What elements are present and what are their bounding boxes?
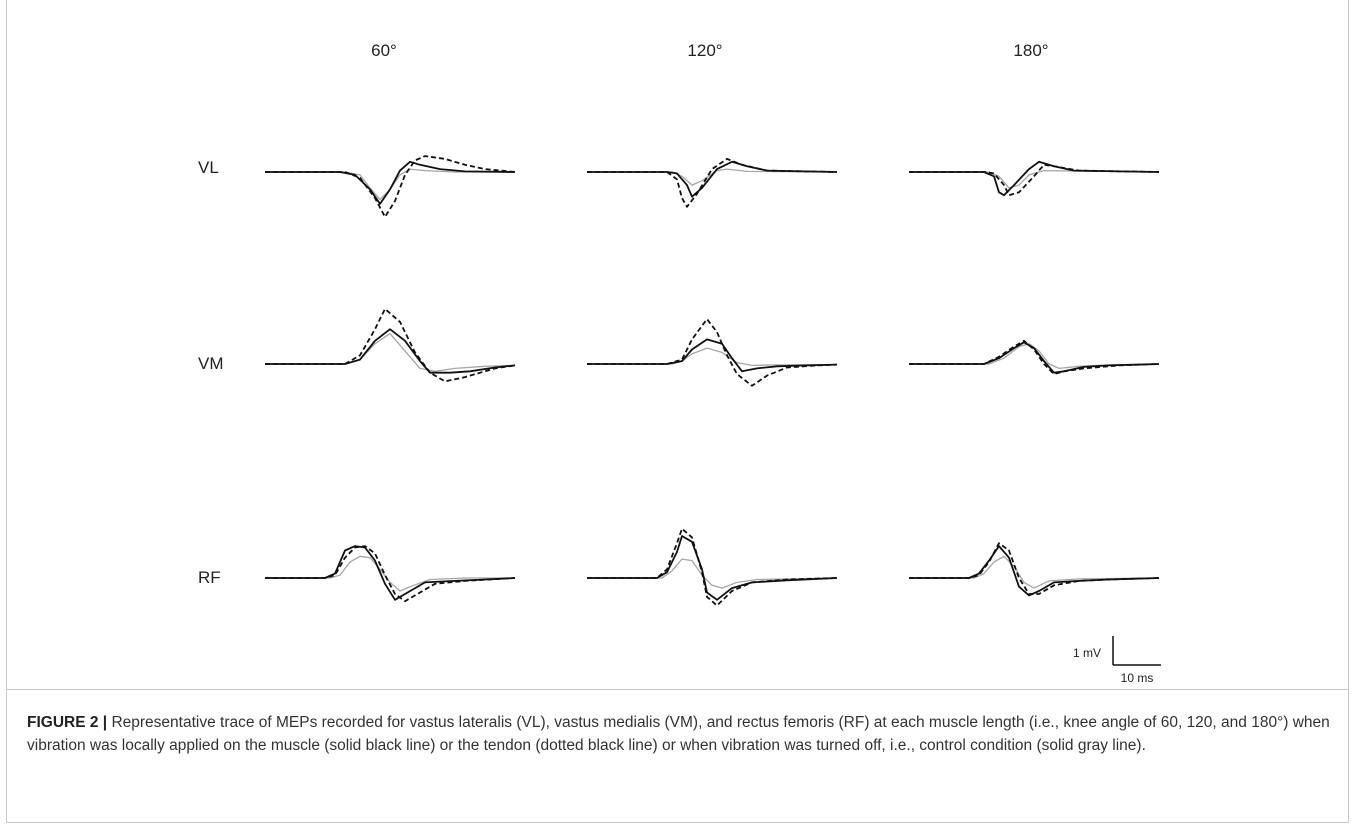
scale-bar-amplitude-label: 1 mV [1073, 646, 1101, 660]
trace-vl-180-tendon [909, 163, 1160, 197]
column-labels: 60° 120° 180° [371, 41, 1048, 60]
trace-vm-120-tendon [587, 318, 838, 387]
trace-rf-180-tendon [909, 542, 1160, 595]
row-label-vm: VM [198, 354, 224, 373]
caption-text: Representative trace of MEPs recorded fo… [27, 714, 1330, 754]
column-label-60: 60° [371, 41, 397, 60]
trace-group [265, 155, 1160, 607]
trace-rf-120-control [587, 558, 838, 589]
trace-rf-180-control [909, 555, 1160, 589]
column-label-120: 120° [687, 41, 722, 60]
row-label-vl: VL [198, 158, 219, 177]
trace-vl-60-tendon [265, 155, 516, 218]
caption-panel: FIGURE 2 | Representative trace of MEPs … [6, 690, 1349, 823]
trace-vm-120-control [587, 347, 838, 367]
trace-vl-60-muscle [265, 160, 516, 205]
trace-vl-120-tendon [587, 158, 838, 208]
trace-rf-60-muscle [265, 545, 516, 601]
trace-vl-120-muscle [587, 160, 838, 198]
trace-vm-120-muscle [587, 338, 838, 373]
trace-vl-60-control [265, 168, 515, 201]
figure-panel: 60° 120° 180° VL VM RF 1 mV 10 ms [6, 0, 1349, 690]
trace-vm-60-control [265, 332, 516, 372]
trace-rf-120-muscle [587, 535, 838, 601]
figure-caption: FIGURE 2 | Representative trace of MEPs … [27, 712, 1332, 757]
mep-figure: 60° 120° 180° VL VM RF 1 mV 10 ms [198, 41, 1161, 685]
trace-vl-180-control [909, 169, 1160, 189]
scale-bar: 1 mV 10 ms [1073, 636, 1161, 685]
trace-vm-180-tendon [909, 339, 1160, 375]
trace-vm-180-muscle [909, 341, 1160, 374]
row-labels: VL VM RF [198, 158, 224, 587]
trace-vm-60-muscle [265, 328, 516, 374]
scale-bar-time-label: 10 ms [1121, 671, 1154, 685]
trace-rf-180-muscle [909, 545, 1160, 597]
trace-vl-180-muscle [909, 160, 1160, 197]
trace-rf-60-tendon [265, 545, 516, 603]
row-label-rf: RF [198, 568, 221, 587]
trace-vm-60-tendon [265, 308, 516, 383]
column-label-180: 180° [1013, 41, 1048, 60]
caption-label: FIGURE 2 | [27, 714, 108, 731]
trace-rf-120-tendon [587, 527, 838, 607]
trace-rf-60-control [265, 555, 515, 592]
